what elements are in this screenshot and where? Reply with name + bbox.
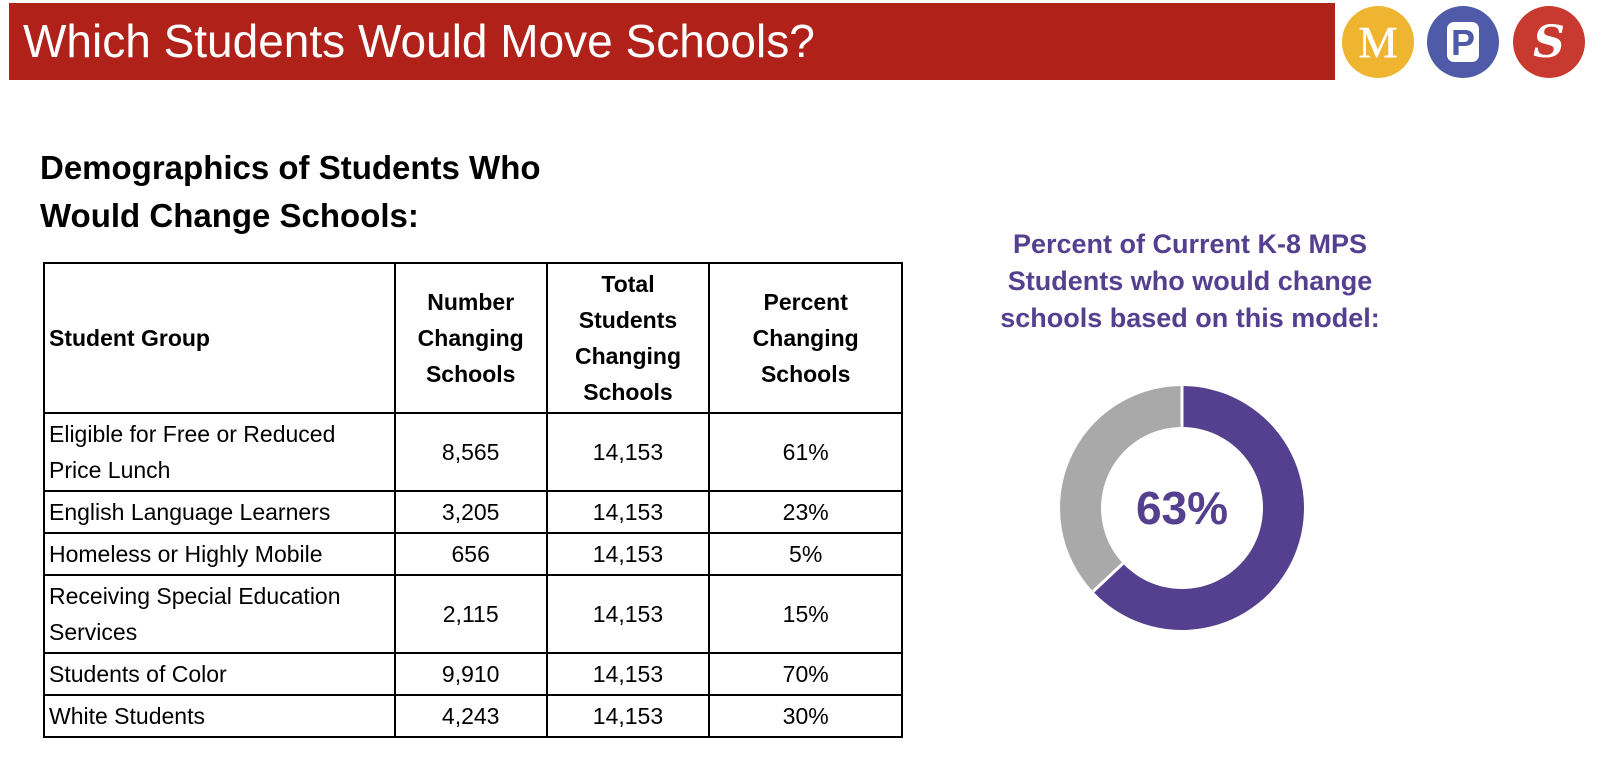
donut-chart: 63% bbox=[1060, 386, 1304, 630]
demographics-table: Student Group Number Changing Schools To… bbox=[43, 262, 903, 738]
cell-percent-changing: 30% bbox=[708, 694, 903, 738]
column-header-percent-changing: Percent Changing Schools bbox=[708, 262, 903, 414]
letter-p-logo: P bbox=[1427, 6, 1499, 78]
donut-segment-remaining bbox=[1060, 386, 1182, 592]
cell-percent-changing: 70% bbox=[708, 652, 903, 696]
letter-m-logo: M bbox=[1342, 6, 1414, 78]
cell-number-changing: 656 bbox=[393, 532, 548, 576]
column-header-number-changing: Number Changing Schools bbox=[393, 262, 548, 414]
table-row: Eligible for Free or Reduced Price Lunch… bbox=[43, 412, 903, 492]
table-row: Homeless or Highly Mobile 656 14,153 5% bbox=[43, 532, 903, 576]
cell-total-students: 14,153 bbox=[545, 652, 711, 696]
column-header-total-students: Total Students Changing Schools bbox=[545, 262, 711, 414]
column-header-student-group: Student Group bbox=[43, 262, 396, 414]
donut-segment-changing bbox=[1093, 386, 1304, 630]
table-row: Receiving Special Education Services 2,1… bbox=[43, 574, 903, 654]
cell-percent-changing: 61% bbox=[708, 412, 903, 492]
donut-center-label: 63% bbox=[1136, 482, 1228, 534]
cell-total-students: 14,153 bbox=[545, 694, 711, 738]
cell-total-students: 14,153 bbox=[545, 412, 711, 492]
cell-percent-changing: 15% bbox=[708, 574, 903, 654]
cell-number-changing: 2,115 bbox=[393, 574, 548, 654]
donut-divider bbox=[1092, 562, 1124, 593]
cell-number-changing: 9,910 bbox=[393, 652, 548, 696]
cell-total-students: 14,153 bbox=[545, 532, 711, 576]
cell-percent-changing: 5% bbox=[708, 532, 903, 576]
cell-number-changing: 8,565 bbox=[393, 412, 548, 492]
section-heading: Demographics of Students Who Would Chang… bbox=[40, 144, 660, 240]
letter-s-logo: S bbox=[1513, 6, 1585, 78]
cell-student-group: White Students bbox=[43, 694, 396, 738]
table-row: Students of Color 9,910 14,153 70% bbox=[43, 652, 903, 696]
page-title: Which Students Would Move Schools? bbox=[9, 3, 1335, 80]
section-heading-line2: Would Change Schools: bbox=[40, 197, 419, 234]
cell-student-group: English Language Learners bbox=[43, 490, 396, 534]
table-row: English Language Learners 3,205 14,153 2… bbox=[43, 490, 903, 534]
cell-total-students: 14,153 bbox=[545, 490, 711, 534]
cell-student-group: Receiving Special Education Services bbox=[43, 574, 396, 654]
logo-m-glyph: M bbox=[1358, 18, 1397, 67]
table-header-row: Student Group Number Changing Schools To… bbox=[43, 262, 903, 414]
cell-student-group: Homeless or Highly Mobile bbox=[43, 532, 396, 576]
table-row: White Students 4,243 14,153 30% bbox=[43, 694, 903, 738]
section-heading-line1: Demographics of Students Who bbox=[40, 149, 541, 186]
cell-percent-changing: 23% bbox=[708, 490, 903, 534]
logo-s-glyph: S bbox=[1533, 17, 1565, 67]
cell-number-changing: 4,243 bbox=[393, 694, 548, 738]
cell-student-group: Students of Color bbox=[43, 652, 396, 696]
donut-chart-title: Percent of Current K-8 MPS Students who … bbox=[1000, 229, 1380, 333]
cell-total-students: 14,153 bbox=[545, 574, 711, 654]
cell-student-group: Eligible for Free or Reduced Price Lunch bbox=[43, 412, 396, 492]
cell-number-changing: 3,205 bbox=[393, 490, 548, 534]
logo-p-glyph: P bbox=[1451, 22, 1475, 63]
